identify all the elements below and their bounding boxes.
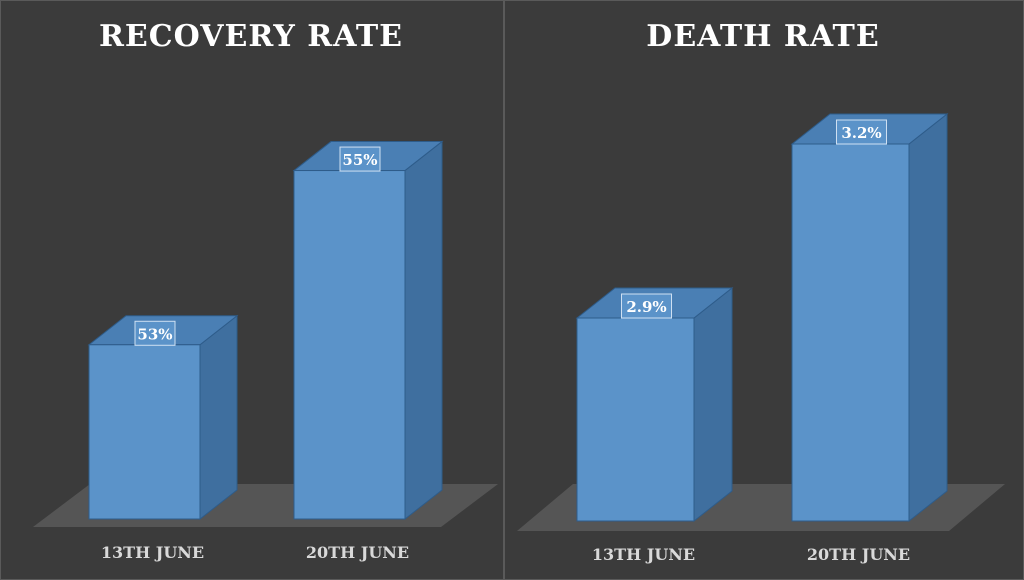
death-value-label-box-20th-june bbox=[836, 119, 887, 145]
death-category-label-20th-june: 20TH JUNE bbox=[807, 545, 910, 564]
recovery-category-label-13th-june: 13TH JUNE bbox=[101, 543, 204, 562]
recovery-value-label-20th-june: 55% bbox=[342, 151, 377, 169]
death-category-label-13th-june: 13TH JUNE bbox=[592, 545, 695, 564]
recovery-category-label-20th-june: 20TH JUNE bbox=[306, 543, 409, 562]
death-rate-chart-panel: DEATH RATE 2.9% 13TH JUNE 3.2% 20TH JUNE bbox=[504, 0, 1024, 580]
recovery-value-label-box-13th-june bbox=[134, 320, 176, 346]
recovery-rate-chart-panel: RECOVERY RATE 53% 13TH JUNE 55% 20TH JUNE bbox=[0, 0, 504, 580]
death-bar-20th-june bbox=[791, 143, 910, 522]
death-chart-title: DEATH RATE bbox=[646, 19, 879, 54]
death-value-label-20th-june: 3.2% bbox=[841, 124, 881, 142]
death-bar-side-20th-june bbox=[908, 112, 948, 523]
recovery-chart-title: RECOVERY RATE bbox=[99, 19, 403, 54]
recovery-bar-20th-june bbox=[293, 170, 406, 520]
death-value-label-box-13th-june bbox=[621, 293, 672, 319]
recovery-rate-chart: RECOVERY RATE 53% 13TH JUNE 55% 20TH JUNE bbox=[33, 19, 498, 562]
recovery-bar-side-13th-june bbox=[199, 314, 238, 521]
death-value-label-13th-june: 2.9% bbox=[626, 298, 666, 316]
recovery-value-label-13th-june: 53% bbox=[137, 325, 172, 343]
recovery-bar-13th-june bbox=[88, 344, 201, 520]
recovery-value-label-box-20th-june bbox=[339, 146, 381, 172]
death-bar-13th-june bbox=[576, 317, 695, 522]
death-bar-side-13th-june bbox=[693, 286, 733, 523]
death-rate-chart: DEATH RATE 2.9% 13TH JUNE 3.2% 20TH JUNE bbox=[517, 19, 1005, 564]
recovery-bar-side-20th-june bbox=[404, 140, 443, 521]
